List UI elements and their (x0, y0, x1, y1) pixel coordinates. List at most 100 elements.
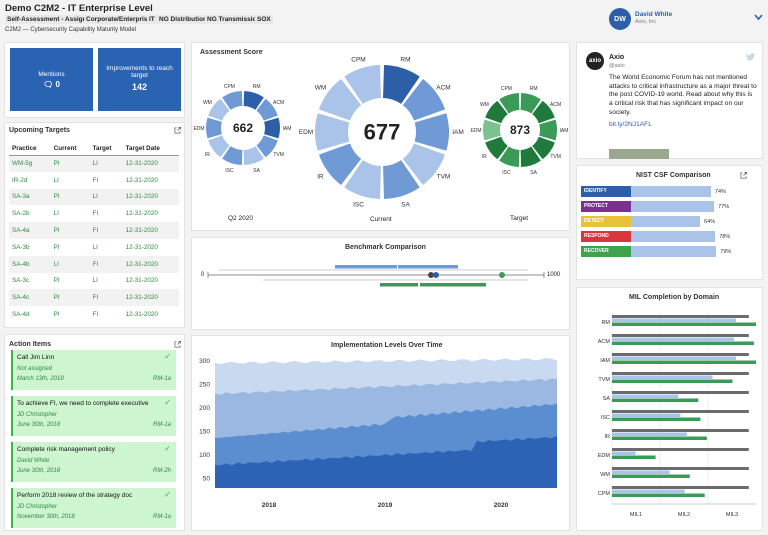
col-practice[interactable]: Practice (9, 142, 51, 156)
action-item[interactable]: Complete risk management policy David Whi… (11, 442, 176, 482)
donut-segment[interactable] (483, 119, 501, 141)
table-row[interactable]: SA-4a PI FI 12-31-2020 (9, 222, 179, 239)
donut-segment[interactable] (206, 117, 222, 139)
donut-segment[interactable] (208, 135, 230, 158)
tweet-handle[interactable]: @axio (609, 63, 625, 69)
nist-label-recover[interactable]: RECOVER (581, 246, 631, 257)
mil-bar-target[interactable] (612, 417, 701, 422)
tag-ng-transmission[interactable]: NG Transmission (205, 15, 263, 24)
tweet-image[interactable] (609, 149, 669, 159)
action-ref[interactable]: RM-2h (152, 468, 171, 474)
donut-segment[interactable] (520, 93, 541, 114)
donut-segment[interactable] (315, 113, 350, 151)
tag-corporate[interactable]: Corporate/Enterprise (84, 15, 154, 24)
nist-bar[interactable] (631, 231, 716, 242)
twitter-icon[interactable] (746, 53, 755, 61)
donut-segment[interactable] (222, 146, 243, 165)
action-item[interactable]: Call Jim Linn Not assigned March 13th, 201… (11, 350, 176, 390)
donut-segment[interactable] (414, 113, 449, 151)
action-ref[interactable]: RM-1a (152, 422, 171, 428)
action-item[interactable]: To achieve FI, we need to complete execu… (11, 396, 176, 436)
check-icon[interactable]: ✓ (164, 490, 171, 499)
improvements-tile[interactable]: Improvements to reach target 142 (98, 48, 181, 111)
donut-segment[interactable] (243, 91, 264, 110)
mil-bar-current[interactable] (612, 489, 685, 494)
donut-segment[interactable] (344, 160, 381, 199)
check-icon[interactable]: ✓ (164, 398, 171, 407)
mentions-tile[interactable]: Mentions 🗨 0 (10, 48, 93, 111)
table-row[interactable]: SA-2b LI FI 12-31-2020 (9, 205, 179, 222)
check-icon[interactable]: ✓ (164, 352, 171, 361)
nist-bar[interactable] (631, 186, 711, 197)
mil-bar-q2[interactable] (612, 315, 749, 318)
nist-bar[interactable] (631, 216, 701, 227)
action-item[interactable]: Perform 2018 review of the strategy doc J… (11, 488, 176, 528)
donut-segment[interactable] (383, 65, 420, 104)
tweet-link[interactable]: bit.ly/2NJ1AFL (609, 121, 652, 128)
mil-bar-current[interactable] (612, 432, 687, 437)
mil-bar-current[interactable] (612, 413, 681, 418)
nist-label-identify[interactable]: IDENTIFY (581, 186, 631, 197)
mil-bar-target[interactable] (612, 398, 699, 403)
donut-segment[interactable] (485, 100, 508, 124)
nist-label-respond[interactable]: RESPOND (581, 231, 631, 242)
table-row[interactable]: SA-4c PI FI 12-31-2020 (9, 289, 179, 307)
mil-bar-q2[interactable] (612, 486, 749, 489)
mil-bar-q2[interactable] (612, 353, 749, 356)
mil-bar-q2[interactable] (612, 391, 749, 394)
mil-bar-current[interactable] (612, 451, 636, 456)
nist-label-protect[interactable]: PROTECT (581, 201, 631, 212)
external-link-icon[interactable] (174, 127, 181, 134)
table-row[interactable]: WM-5g PI LI 12-31-2020 (9, 155, 179, 172)
donut-segment[interactable] (383, 160, 420, 199)
donut-segment[interactable] (256, 135, 278, 158)
tag-ng-distribution[interactable]: NG Distribution (157, 15, 210, 24)
mil-bar-q2[interactable] (612, 448, 749, 451)
mil-bar-current[interactable] (612, 337, 734, 342)
donut-segment[interactable] (222, 91, 243, 110)
donut-segment[interactable] (264, 117, 280, 139)
table-row[interactable]: SA-3a PI LI 12-31-2020 (9, 188, 179, 206)
mil-bar-current[interactable] (612, 394, 679, 399)
tweet-author[interactable]: Axio (609, 54, 625, 61)
tag-sox[interactable]: SOX (255, 15, 273, 24)
table-row[interactable]: SA-4b LI FI 12-31-2020 (9, 255, 179, 273)
col-target-date[interactable]: Target Date (122, 142, 179, 156)
mil-bar-target[interactable] (612, 493, 705, 498)
chevron-down-icon[interactable] (754, 14, 763, 21)
mil-bar-current[interactable] (612, 318, 737, 323)
avatar[interactable]: DW (609, 8, 631, 30)
donut-segment[interactable] (344, 65, 381, 104)
table-row[interactable]: SA-4d PI FI 12-31-2020 (9, 306, 179, 323)
user-name[interactable]: David White (635, 11, 673, 18)
donut-segment[interactable] (499, 146, 520, 167)
mil-bar-current[interactable] (612, 470, 670, 475)
mil-bar-q2[interactable] (612, 410, 749, 413)
external-link-icon[interactable] (740, 172, 747, 179)
mil-bar-q2[interactable] (612, 467, 749, 470)
tag-self-assessment[interactable]: Self-Assessment - Assigned (5, 15, 97, 24)
donut-segment[interactable] (318, 143, 362, 185)
donut-segment[interactable] (539, 119, 557, 141)
mil-bar-target[interactable] (612, 341, 754, 346)
donut-segment[interactable] (243, 146, 264, 165)
table-row[interactable]: SA-3c PI LI 12-31-2020 (9, 273, 179, 290)
mil-bar-target[interactable] (612, 322, 756, 327)
mil-bar-target[interactable] (612, 379, 733, 384)
action-ref[interactable]: RM-1a (152, 376, 171, 382)
donut-segment[interactable] (532, 136, 555, 160)
nist-bar[interactable] (631, 201, 715, 212)
action-ref[interactable]: RM-1a (152, 514, 171, 520)
mil-bar-q2[interactable] (612, 334, 749, 337)
tag-it[interactable]: IT (147, 15, 157, 24)
mil-bar-q2[interactable] (612, 429, 749, 432)
external-link-icon[interactable] (174, 341, 181, 348)
mil-bar-current[interactable] (612, 356, 737, 361)
donut-segment[interactable] (532, 100, 555, 124)
table-row[interactable]: IR-2d LI FI 12-31-2020 (9, 172, 179, 189)
donut-segment[interactable] (402, 79, 446, 121)
mil-bar-target[interactable] (612, 436, 707, 441)
donut-segment[interactable] (485, 136, 508, 160)
donut-segment[interactable] (499, 93, 520, 114)
mil-bar-target[interactable] (612, 474, 690, 479)
